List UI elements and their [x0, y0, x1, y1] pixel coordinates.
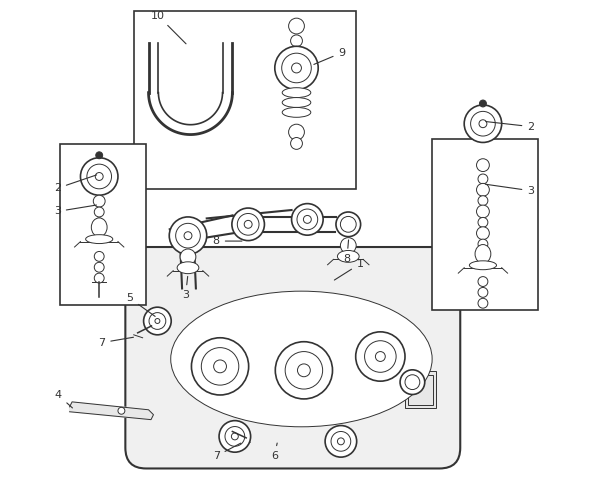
Circle shape: [480, 100, 486, 107]
Text: 7: 7: [213, 443, 241, 461]
Circle shape: [155, 318, 160, 323]
Text: 3: 3: [54, 205, 97, 216]
Circle shape: [192, 338, 248, 395]
Circle shape: [478, 288, 488, 297]
Circle shape: [478, 217, 488, 227]
Circle shape: [184, 232, 192, 240]
Circle shape: [94, 262, 104, 272]
Ellipse shape: [282, 98, 311, 108]
Circle shape: [144, 307, 171, 335]
Circle shape: [356, 332, 405, 381]
Circle shape: [292, 48, 301, 58]
Circle shape: [478, 174, 488, 184]
Circle shape: [297, 209, 318, 230]
Circle shape: [340, 216, 356, 232]
Circle shape: [169, 217, 207, 254]
Circle shape: [94, 273, 104, 283]
Circle shape: [285, 352, 323, 389]
Circle shape: [232, 208, 264, 241]
Circle shape: [478, 196, 488, 205]
Circle shape: [337, 438, 345, 445]
Text: 5: 5: [126, 293, 155, 316]
Ellipse shape: [470, 261, 496, 270]
Circle shape: [336, 212, 361, 237]
Circle shape: [180, 249, 196, 265]
Ellipse shape: [177, 262, 199, 274]
Ellipse shape: [282, 88, 311, 98]
Circle shape: [477, 227, 489, 240]
Text: 4: 4: [55, 390, 72, 408]
Circle shape: [95, 152, 103, 159]
Text: 8: 8: [343, 240, 350, 264]
Bar: [405, 372, 436, 408]
Text: 9: 9: [314, 48, 346, 64]
Circle shape: [289, 124, 304, 140]
Circle shape: [176, 223, 200, 248]
Circle shape: [93, 195, 105, 207]
Circle shape: [477, 184, 489, 196]
Circle shape: [291, 35, 302, 47]
Circle shape: [331, 432, 350, 451]
Circle shape: [81, 158, 118, 195]
Circle shape: [464, 105, 502, 142]
Circle shape: [477, 205, 489, 218]
Ellipse shape: [475, 245, 491, 263]
Circle shape: [478, 277, 488, 287]
Circle shape: [149, 312, 166, 329]
Circle shape: [325, 426, 356, 457]
Circle shape: [477, 159, 489, 172]
Bar: [432, 139, 538, 310]
Circle shape: [291, 137, 302, 149]
Circle shape: [405, 375, 420, 389]
Bar: [134, 11, 356, 189]
Circle shape: [275, 342, 333, 399]
Text: 1: 1: [334, 259, 364, 280]
Circle shape: [213, 360, 227, 373]
Ellipse shape: [337, 250, 359, 262]
Circle shape: [400, 370, 425, 394]
Circle shape: [479, 120, 487, 127]
Circle shape: [231, 433, 238, 440]
Circle shape: [375, 352, 385, 362]
Circle shape: [478, 298, 488, 308]
Circle shape: [87, 164, 111, 189]
Circle shape: [219, 421, 251, 452]
Circle shape: [365, 341, 396, 372]
Text: 10: 10: [151, 10, 186, 44]
Polygon shape: [69, 402, 154, 420]
Ellipse shape: [282, 108, 311, 117]
Text: 7: 7: [98, 337, 133, 348]
Circle shape: [225, 427, 245, 446]
Circle shape: [94, 251, 104, 261]
Ellipse shape: [171, 291, 432, 427]
Circle shape: [94, 207, 104, 217]
Circle shape: [340, 238, 356, 253]
Text: 6: 6: [271, 443, 278, 461]
Circle shape: [275, 46, 318, 90]
Text: 2: 2: [54, 175, 97, 193]
Circle shape: [292, 63, 301, 73]
Circle shape: [244, 220, 252, 228]
Text: 2: 2: [486, 122, 534, 131]
Circle shape: [118, 407, 125, 414]
FancyBboxPatch shape: [125, 247, 460, 468]
Circle shape: [304, 215, 311, 223]
Circle shape: [237, 213, 259, 235]
Circle shape: [95, 173, 103, 181]
Circle shape: [289, 18, 304, 34]
Circle shape: [282, 53, 311, 83]
Ellipse shape: [85, 235, 113, 244]
Text: 3: 3: [182, 276, 189, 300]
Circle shape: [471, 112, 495, 136]
Circle shape: [201, 348, 239, 385]
Text: 8: 8: [213, 236, 242, 246]
Bar: [60, 144, 146, 305]
Circle shape: [478, 239, 488, 249]
Bar: [408, 375, 433, 405]
Ellipse shape: [91, 218, 107, 237]
Circle shape: [292, 204, 323, 235]
Text: 3: 3: [486, 185, 534, 196]
Circle shape: [95, 218, 103, 226]
Circle shape: [298, 364, 310, 377]
